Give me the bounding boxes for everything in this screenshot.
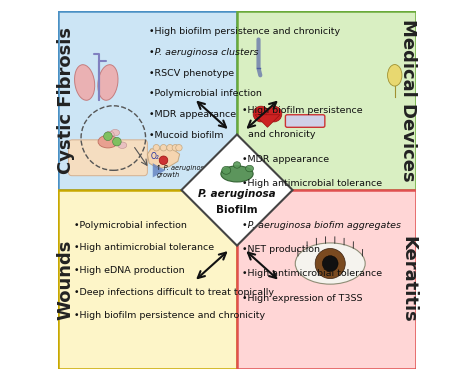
Text: •High antimicrobial tolerance: •High antimicrobial tolerance <box>242 179 383 188</box>
Circle shape <box>176 145 182 151</box>
Circle shape <box>159 156 168 165</box>
Text: •MDR appearance: •MDR appearance <box>149 110 236 119</box>
Text: •High biofilm persistence and chronicity: •High biofilm persistence and chronicity <box>149 27 340 36</box>
Circle shape <box>167 145 173 151</box>
Text: •Mucoid biofilm: •Mucoid biofilm <box>149 131 224 140</box>
Polygon shape <box>237 11 416 190</box>
Text: •Deep infections difficult to treat topically: •Deep infections difficult to treat topi… <box>74 288 274 297</box>
FancyBboxPatch shape <box>69 140 147 176</box>
Text: •Polymicrobial infection: •Polymicrobial infection <box>74 221 187 229</box>
Text: Biofilm: Biofilm <box>216 205 258 215</box>
Text: •MDR appearance: •MDR appearance <box>242 155 329 164</box>
Circle shape <box>253 106 269 122</box>
Text: •High biofilm persistence and chronicity: •High biofilm persistence and chronicity <box>74 311 265 320</box>
Text: •High antimicrobial tolerance: •High antimicrobial tolerance <box>242 269 383 278</box>
Ellipse shape <box>98 135 118 148</box>
Polygon shape <box>147 149 180 168</box>
Circle shape <box>160 145 167 151</box>
Text: •NET production: •NET production <box>242 245 320 254</box>
Ellipse shape <box>118 142 127 148</box>
Text: •High expression of T3SS: •High expression of T3SS <box>242 294 363 303</box>
Ellipse shape <box>295 243 365 284</box>
Text: Keratitis: Keratitis <box>400 236 418 323</box>
Text: •P. aeruginosa biofim aggregates: •P. aeruginosa biofim aggregates <box>242 221 401 229</box>
Polygon shape <box>58 190 237 369</box>
Ellipse shape <box>74 65 95 100</box>
FancyBboxPatch shape <box>285 115 325 127</box>
Polygon shape <box>182 134 292 246</box>
Text: •High eDNA production: •High eDNA production <box>74 266 184 275</box>
Ellipse shape <box>98 65 118 100</box>
Polygon shape <box>58 11 237 190</box>
Ellipse shape <box>110 130 119 136</box>
Circle shape <box>172 145 179 151</box>
Text: Cystic Fibrosis: Cystic Fibrosis <box>56 27 74 174</box>
Text: •High biofilm persistence: •High biofilm persistence <box>242 106 363 115</box>
Circle shape <box>322 256 338 272</box>
Text: •High antimicrobial tolerance: •High antimicrobial tolerance <box>74 243 214 252</box>
Ellipse shape <box>100 140 109 147</box>
Text: O₂: O₂ <box>150 152 159 161</box>
Polygon shape <box>255 115 280 127</box>
Polygon shape <box>153 163 165 178</box>
Ellipse shape <box>388 64 402 86</box>
Circle shape <box>113 137 121 146</box>
Text: ↑ P. aeruginosa
growth: ↑ P. aeruginosa growth <box>156 165 209 178</box>
Ellipse shape <box>246 165 254 172</box>
Text: and chronicity: and chronicity <box>242 130 316 139</box>
Circle shape <box>104 132 112 141</box>
Text: Wounds: Wounds <box>56 239 74 320</box>
Text: •P. aeruginosa clusters: •P. aeruginosa clusters <box>149 48 259 57</box>
Ellipse shape <box>222 166 231 174</box>
Circle shape <box>266 106 282 122</box>
Text: Medical Devices: Medical Devices <box>400 19 418 182</box>
Text: •Polymicrobial infection: •Polymicrobial infection <box>149 89 262 98</box>
Circle shape <box>315 249 345 279</box>
Text: P. aeruginosa: P. aeruginosa <box>198 189 276 199</box>
Ellipse shape <box>233 162 241 168</box>
Ellipse shape <box>105 131 114 138</box>
Text: •RSCV phenotype: •RSCV phenotype <box>149 68 234 77</box>
Polygon shape <box>237 190 416 369</box>
Ellipse shape <box>221 166 253 182</box>
Circle shape <box>153 145 160 151</box>
